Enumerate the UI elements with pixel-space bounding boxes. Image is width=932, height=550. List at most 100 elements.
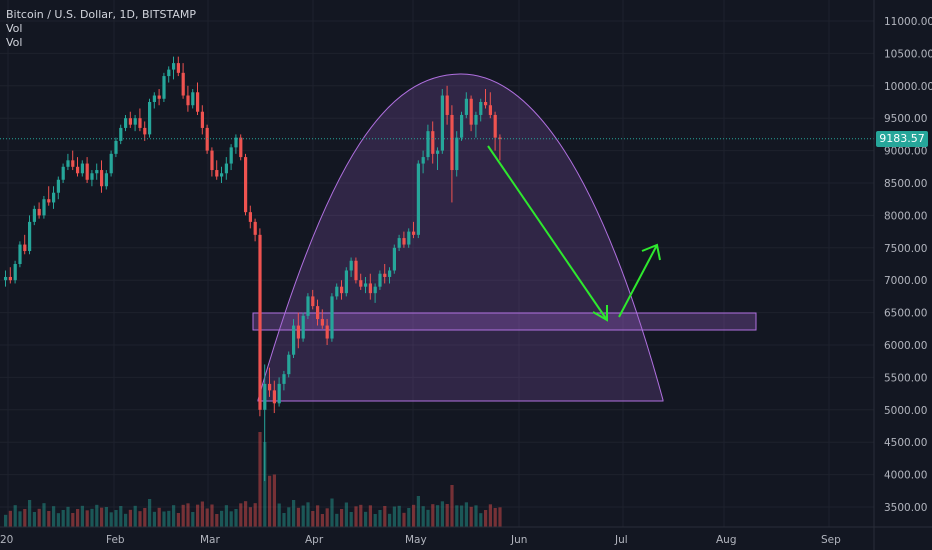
candle-body: [196, 92, 200, 112]
volume-bar: [4, 514, 8, 527]
volume-bar: [66, 506, 70, 527]
volume-bar: [124, 513, 128, 527]
arc-drawing[interactable]: [257, 73, 664, 402]
volume-bar: [440, 501, 444, 527]
candle-body: [498, 137, 502, 139]
candle-body: [76, 166, 80, 174]
volume-bar: [104, 507, 108, 527]
volume-bar: [378, 510, 382, 527]
volume-bar: [109, 512, 113, 527]
candle-body: [114, 140, 118, 154]
candle-body: [402, 238, 406, 245]
volume-bar: [474, 505, 478, 527]
volume-bar: [229, 511, 233, 527]
volume-bar: [282, 513, 286, 527]
price-tick-label: 10500.00: [884, 48, 932, 60]
volume-bar: [359, 504, 363, 527]
volume-bar: [287, 507, 291, 527]
volume-bar: [464, 502, 468, 527]
volume-bar: [306, 502, 310, 527]
drawing-annotations[interactable]: [252, 73, 757, 402]
time-axis[interactable]: 20 Feb Mar Apr May Jun Jul Aug Sep: [0, 526, 932, 546]
support-zone-rectangle[interactable]: [252, 312, 757, 331]
candle-body: [224, 163, 228, 174]
symbol-title[interactable]: Bitcoin / U.S. Dollar, 1D, BITSTAMP: [6, 8, 196, 21]
volume-bar: [239, 503, 243, 527]
volume-bar: [320, 514, 324, 527]
candle-body: [138, 118, 142, 128]
candle-body: [186, 95, 190, 106]
time-tick-label: Feb: [106, 534, 125, 546]
volume-bar: [383, 506, 387, 527]
candle-body: [368, 283, 372, 294]
candle-body: [13, 264, 17, 281]
candle-body: [148, 102, 152, 135]
volume-indicator-label[interactable]: Vol: [6, 22, 23, 35]
volume-bar: [196, 504, 200, 527]
candle-body: [95, 170, 99, 174]
volume-bar: [200, 501, 204, 527]
candle-body: [306, 296, 310, 316]
volume-bar: [258, 432, 262, 527]
candle-body: [119, 127, 123, 141]
candle-body: [292, 325, 296, 355]
volume-bar: [176, 513, 180, 527]
candle-body: [474, 114, 478, 125]
volume-bar: [493, 508, 497, 527]
volume-bar: [455, 505, 459, 527]
candle-body: [344, 270, 348, 294]
candle-body: [248, 212, 252, 222]
candle-body: [162, 76, 166, 99]
price-axis[interactable]: 11000.00 10500.00 10000.00 9500.00 9000.00 85…: [873, 0, 932, 550]
arrow-up-drawing[interactable]: [618, 244, 658, 318]
volume-bar: [421, 506, 425, 527]
volume-bar: [388, 513, 392, 527]
volume-bar: [220, 510, 224, 527]
candle-body: [176, 63, 180, 73]
arrow-down-drawing[interactable]: [487, 145, 608, 321]
candle-body: [66, 160, 70, 167]
candle-body: [215, 170, 219, 177]
time-tick-label: Jun: [510, 534, 527, 546]
volume-bar: [407, 508, 411, 527]
volume-bar: [460, 505, 464, 527]
candle-body: [431, 131, 435, 154]
candlestick-series: [4, 56, 502, 482]
volume-bar: [8, 510, 12, 527]
volume-bar: [484, 510, 488, 527]
candle-body: [464, 98, 468, 115]
candle-body: [172, 63, 176, 70]
last-price-badge: 9183.57: [876, 130, 928, 147]
arrow-drawings[interactable]: [487, 145, 661, 322]
candle-body: [359, 280, 363, 287]
volume-bar: [349, 512, 353, 527]
volume-bar: [397, 505, 401, 527]
volume-bar: [330, 498, 334, 527]
candle-body: [90, 173, 94, 180]
volume-bar: [172, 505, 176, 527]
volume-bar: [56, 513, 60, 527]
candle-body: [157, 95, 161, 99]
volume-bar: [191, 512, 195, 527]
candle-body: [37, 208, 41, 216]
candle-body: [426, 131, 430, 158]
candle-body: [239, 137, 243, 158]
volume-bar: [316, 505, 320, 527]
volume-bar: [61, 510, 65, 527]
volume-bar: [234, 509, 238, 527]
volume-bar: [292, 500, 296, 527]
price-tick-label: 4000.00: [884, 470, 927, 482]
volume-indicator-label-2[interactable]: Vol: [6, 36, 23, 49]
candle-body: [320, 319, 324, 326]
candle-body: [450, 114, 454, 171]
candle-body: [56, 179, 60, 193]
candle-body: [335, 286, 339, 297]
volume-bar: [152, 511, 156, 527]
arrow-down-head: [592, 305, 608, 322]
volume-bar: [268, 475, 272, 527]
volume-bar: [37, 508, 41, 527]
candle-body: [47, 199, 51, 203]
volume-bar: [100, 507, 104, 527]
candle-body: [287, 354, 291, 375]
